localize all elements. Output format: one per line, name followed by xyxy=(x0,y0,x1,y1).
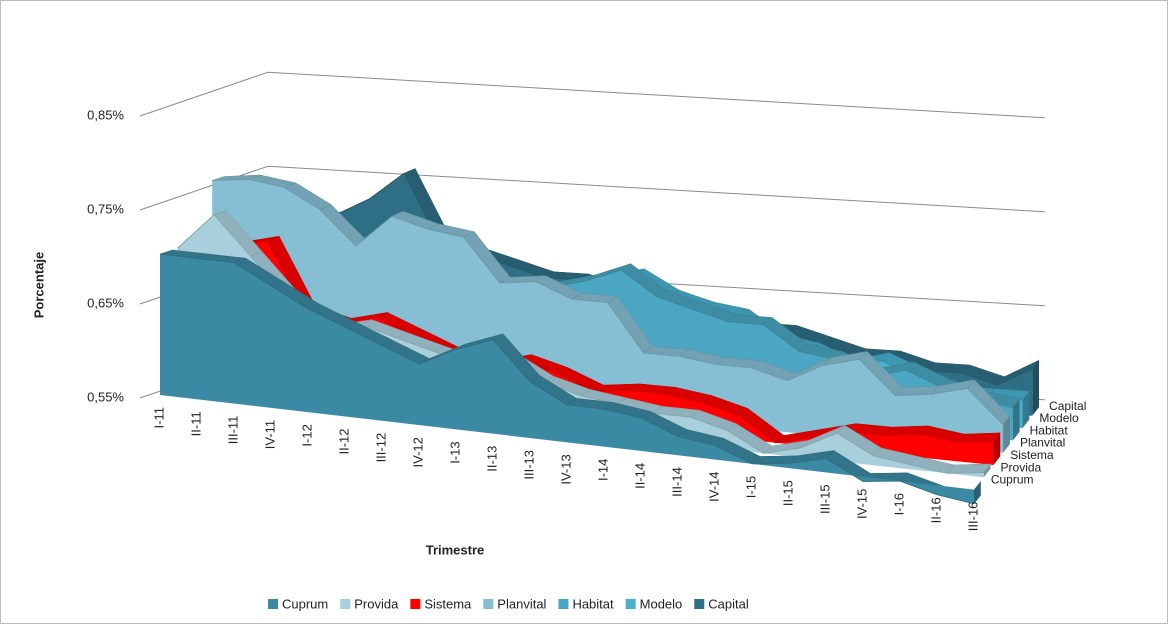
x-tick-label: IV-12 xyxy=(410,437,425,467)
depth-label: Cuprum xyxy=(991,473,1034,487)
x-tick-label: I-14 xyxy=(595,459,610,481)
legend-label: Sistema xyxy=(424,596,472,611)
legend-swatch xyxy=(410,599,421,609)
area-line xyxy=(159,253,975,505)
x-axis-title: Trimestre xyxy=(426,542,485,557)
x-tick-label: II-13 xyxy=(484,446,499,472)
legend-label: Planvital xyxy=(497,596,546,611)
series xyxy=(159,249,982,505)
legend: Cuprum Provida Sistema Planvital Habitat Mode… xyxy=(268,596,749,611)
y-tick-label: 0,75% xyxy=(87,201,124,216)
x-tick-label: III-12 xyxy=(373,433,388,463)
area-top xyxy=(946,463,992,474)
legend-label: Habitat xyxy=(572,596,614,611)
x-tick-label: III-11 xyxy=(225,416,240,445)
x-tick-label: III-15 xyxy=(817,484,832,514)
x-tick-label: II-14 xyxy=(632,463,647,489)
x-tick-label: I-11 xyxy=(151,407,166,428)
depth-label: Planvital xyxy=(1020,436,1065,450)
x-tick-label: IV-13 xyxy=(558,454,573,484)
depth-label: Sistema xyxy=(1010,448,1054,462)
x-tick-label: II-16 xyxy=(928,497,943,523)
legend-swatch xyxy=(558,599,569,609)
area-side xyxy=(1012,398,1020,441)
x-tick-label: I-12 xyxy=(299,424,314,446)
x-tick-label: II-11 xyxy=(188,411,203,436)
y-tick-label: 0,65% xyxy=(87,295,124,310)
legend-swatch xyxy=(483,599,494,609)
area-side xyxy=(1022,391,1030,429)
legend-label: Provida xyxy=(354,596,399,611)
x-tick-label: IV-14 xyxy=(706,472,721,502)
legend-label: Capital xyxy=(708,596,749,611)
grid-line xyxy=(139,165,1045,213)
legend-swatch xyxy=(694,599,705,609)
legend-swatch xyxy=(268,599,278,609)
x-tick-label: III-13 xyxy=(521,450,536,480)
x-tick-label: II-12 xyxy=(336,429,351,455)
area-side xyxy=(1032,360,1039,416)
x-tick-label: III-16 xyxy=(965,502,980,532)
area-side xyxy=(1003,415,1010,453)
x-tick-label: I-15 xyxy=(743,476,758,498)
legend-label: Cuprum xyxy=(282,596,328,611)
area-side xyxy=(974,480,981,504)
legend-label: Modelo xyxy=(640,596,683,611)
area-side xyxy=(983,463,991,478)
x-tick-label: I-13 xyxy=(447,441,462,463)
area-side xyxy=(993,432,1001,465)
depth-label: Habitat xyxy=(1030,423,1069,437)
x-tick-label: IV-11 xyxy=(262,420,277,449)
area-line xyxy=(212,178,1004,425)
legend-swatch xyxy=(625,599,636,609)
y-axis-title: Porcentaje xyxy=(31,252,46,318)
x-tick-label: I-16 xyxy=(891,493,906,515)
grid-line xyxy=(139,71,1045,119)
depth-label: Capital xyxy=(1049,399,1086,413)
x-tick-label: II-15 xyxy=(780,480,795,506)
x-tick-label: III-14 xyxy=(669,467,684,497)
depth-label: Provida xyxy=(1001,460,1042,474)
y-tick-label: 0,85% xyxy=(87,107,124,122)
x-tick-label: IV-15 xyxy=(854,489,869,519)
depth-label: Modelo xyxy=(1039,411,1079,425)
y-tick-label: 0,55% xyxy=(87,389,124,404)
legend-swatch xyxy=(340,599,351,609)
area-fill xyxy=(160,254,974,504)
